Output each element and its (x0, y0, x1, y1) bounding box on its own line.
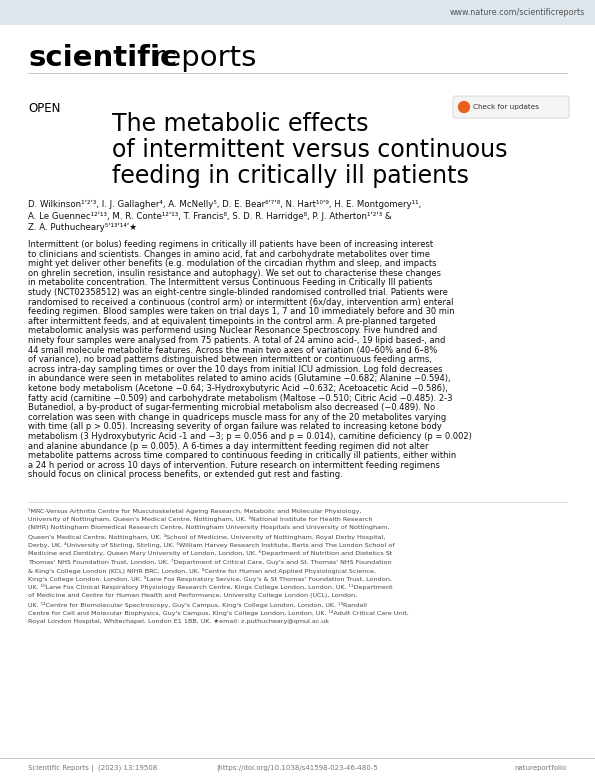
Text: Check for updates: Check for updates (473, 104, 539, 110)
FancyBboxPatch shape (453, 96, 569, 118)
Text: of intermittent versus continuous: of intermittent versus continuous (112, 138, 508, 162)
Text: metabolomic analysis was performend using Nuclear Resonance Spectroscopy. Five h: metabolomic analysis was performend usin… (28, 326, 437, 335)
Text: |https://doi.org/10.1038/s41598-023-46-480-5: |https://doi.org/10.1038/s41598-023-46-4… (216, 765, 378, 772)
Text: & King's College London (KCL) NIHR BRC, London, UK. ⁸Centre for Human and Applie: & King's College London (KCL) NIHR BRC, … (28, 568, 376, 573)
Text: of Medicine and Centre for Human Health and Performance, University College Lond: of Medicine and Centre for Human Health … (28, 593, 357, 598)
Text: 44 small molecule metabolite features. Across the main two axes of variation (40: 44 small molecule metabolite features. A… (28, 346, 437, 354)
Text: study (NCT02358512) was an eight-centre single-blinded randomised controlled tri: study (NCT02358512) was an eight-centre … (28, 288, 448, 297)
Text: Scientific Reports |  (2023) 13:19508: Scientific Reports | (2023) 13:19508 (28, 765, 157, 772)
Text: metabolism (3 Hydroxybutyric Acid -1 and −3; p = 0.056 and p = 0.014), carnitine: metabolism (3 Hydroxybutyric Acid -1 and… (28, 432, 472, 441)
Text: Derby, UK. ⁴University of Stirling, Stirling, UK. ⁵William Harvey Research Insti: Derby, UK. ⁴University of Stirling, Stir… (28, 542, 394, 548)
Text: in metabolite concentration. The Intermittent versus Continuous Feeding in Criti: in metabolite concentration. The Intermi… (28, 278, 433, 288)
Text: A. Le Guennec¹²ʹ¹³, M. R. Conte¹²ʹ¹³, T. Francis⁸, S. D. R. Harridge⁸, P. J. Ath: A. Le Guennec¹²ʹ¹³, M. R. Conte¹²ʹ¹³, T.… (28, 211, 392, 221)
Text: www.nature.com/scientificreports: www.nature.com/scientificreports (450, 8, 585, 17)
Text: after intermittent feeds, and at equivalent timepoints in the control arm. A pre: after intermittent feeds, and at equival… (28, 317, 436, 326)
Text: on ghrelin secretion, insulin resistance and autophagy). We set out to character: on ghrelin secretion, insulin resistance… (28, 269, 441, 278)
Text: (NIHR) Nottingham Biomedical Research Centre, Nottingham University Hospitals an: (NIHR) Nottingham Biomedical Research Ce… (28, 525, 389, 530)
Text: might yet deliver other benefits (e.g. modulation of the circadian rhythm and sl: might yet deliver other benefits (e.g. m… (28, 259, 437, 268)
Text: The metabolic effects: The metabolic effects (112, 112, 368, 136)
Text: Intermittent (or bolus) feeding regimens in critically ill patients have been of: Intermittent (or bolus) feeding regimens… (28, 240, 433, 249)
Text: Royal London Hospital, Whitechapel, London E1 1BB, UK. ★email: z.puthucheary@qmu: Royal London Hospital, Whitechapel, Lond… (28, 619, 329, 624)
Text: ¹MRC-Versus Arthritis Centre for Musculoskeletal Ageing Research, Metabolic and : ¹MRC-Versus Arthritis Centre for Musculo… (28, 508, 362, 514)
Text: UK. ¹⁰Lane Fox Clinical Respiratory Physiology Research Centre, Kings College Lo: UK. ¹⁰Lane Fox Clinical Respiratory Phys… (28, 584, 393, 590)
Text: Centre for Cell and Molecular Biophysics, Guy's Campus, King's College London, L: Centre for Cell and Molecular Biophysics… (28, 610, 409, 616)
Text: Z. A. Puthucheary⁵ʹ¹³ʹ¹⁴ʹ★: Z. A. Puthucheary⁵ʹ¹³ʹ¹⁴ʹ★ (28, 223, 137, 232)
Text: ninety four samples were analysed from 75 patients. A total of 24 amino acid-, 1: ninety four samples were analysed from 7… (28, 336, 446, 345)
Text: Medicine and Dentistry, Queen Mary University of London, London, UK. ⁶Department: Medicine and Dentistry, Queen Mary Unive… (28, 551, 392, 557)
Text: D. Wilkinson¹ʹ²ʹ³, I. J. Gallagher⁴, A. McNelly⁵, D. E. Bear⁶ʹ⁷ʹ⁸, N. Hart¹⁰ʹ⁹, : D. Wilkinson¹ʹ²ʹ³, I. J. Gallagher⁴, A. … (28, 200, 421, 209)
Text: should focus on clinical process benefits, or extended gut rest and fasting.: should focus on clinical process benefit… (28, 471, 343, 479)
Text: feeding regimen. Blood samples were taken on trial days 1, 7 and 10 immediately : feeding regimen. Blood samples were take… (28, 307, 455, 316)
Text: Queen's Medical Centre, Nottingham, UK. ³School of Medicine, University of Notti: Queen's Medical Centre, Nottingham, UK. … (28, 533, 386, 540)
Text: with time (all p > 0.05). Increasing severity of organ failure was related to in: with time (all p > 0.05). Increasing sev… (28, 422, 442, 432)
Text: metabolite patterns across time compared to continuous feeding in critically ill: metabolite patterns across time compared… (28, 451, 456, 460)
Text: University of Nottingham, Queen's Medical Centre, Nottingham, UK. ²National Inst: University of Nottingham, Queen's Medica… (28, 516, 372, 522)
Text: randomised to received a continuous (control arm) or intermittent (6x/day, inter: randomised to received a continuous (con… (28, 298, 453, 307)
Text: scientific: scientific (28, 44, 177, 72)
Text: to clinicians and scientists. Changes in amino acid, fat and carbohydrate metabo: to clinicians and scientists. Changes in… (28, 249, 430, 259)
Text: and alanine abundance (p = 0.005). A 6-times a day intermittent feeding regimen : and alanine abundance (p = 0.005). A 6-t… (28, 442, 428, 450)
Bar (0, 0, 595, 25)
Text: feeding in critically ill patients: feeding in critically ill patients (112, 164, 469, 188)
Text: a 24 h period or across 10 days of intervention. Future research on intermittent: a 24 h period or across 10 days of inter… (28, 461, 440, 470)
Text: in abundance were seen in metabolites related to amino acids (Glutamine −0.682; : in abundance were seen in metabolites re… (28, 375, 450, 383)
Text: King's College London, London, UK. ⁹Lane Fox Respiratory Service, Guy's & St Tho: King's College London, London, UK. ⁹Lane… (28, 576, 392, 582)
Text: Butanediol, a by-product of sugar-fermenting microbial metabolism also decreased: Butanediol, a by-product of sugar-fermen… (28, 404, 435, 412)
Text: natureportfolio: natureportfolio (515, 765, 567, 771)
Text: correlation was seen with change in quadriceps muscle mass for any of the 20 met: correlation was seen with change in quad… (28, 413, 446, 421)
Text: UK. ¹²Centre for Biomolecular Spectroscopy, Guy's Campus, King's College London,: UK. ¹²Centre for Biomolecular Spectrosco… (28, 601, 367, 608)
Text: of variance), no broad patterns distinguished between intermittent or continuous: of variance), no broad patterns distingu… (28, 355, 432, 364)
Text: OPEN: OPEN (28, 102, 60, 114)
Text: fatty acid (carnitine −0.509) and carbohydrate metabolism (Maltose −0.510; Citri: fatty acid (carnitine −0.509) and carboh… (28, 393, 453, 403)
Text: across intra-day sampling times or over the 10 days from initial ICU admission. : across intra-day sampling times or over … (28, 364, 443, 374)
Text: reports: reports (152, 44, 256, 72)
Text: Thomas' NHS Foundation Trust, London, UK. ⁷Department of Critical Care, Guy's an: Thomas' NHS Foundation Trust, London, UK… (28, 559, 392, 565)
Circle shape (459, 102, 469, 113)
Text: ketone body metabolism (Acetone −0.64; 3-Hydroxybutyric Acid −0.632; Acetoacetic: ketone body metabolism (Acetone −0.64; 3… (28, 384, 448, 393)
